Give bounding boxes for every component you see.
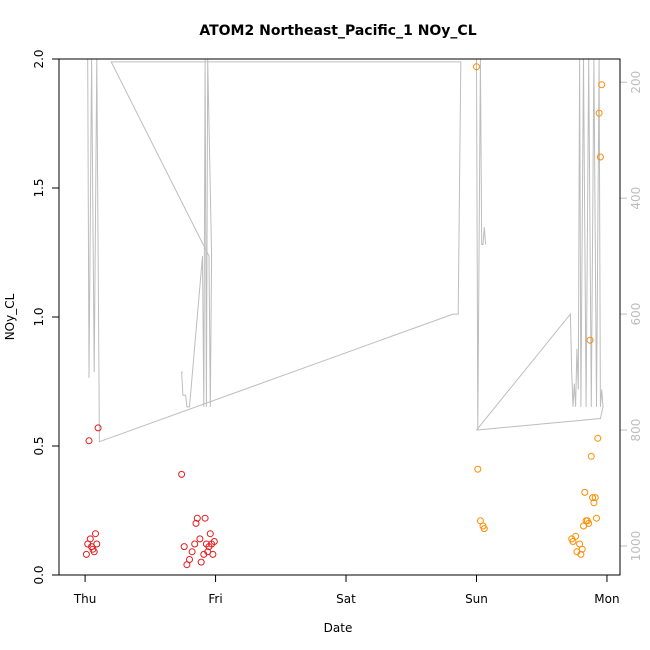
data-point-s1-4 [480, 525, 488, 533]
data-point-s0-8 [93, 540, 101, 548]
y-tick-label-2: 1.0 [32, 307, 46, 326]
altitude-line-0 [83, 59, 462, 443]
data-point-s0-11 [180, 543, 188, 551]
chart-title: ATOM2 Northeast_Pacific_1 NOy_CL [199, 23, 476, 39]
y-axis-label: NOy_CL [3, 293, 17, 340]
x-axis-label: Date [324, 621, 353, 635]
data-point-s1-16 [585, 519, 593, 527]
altitude-line-1 [476, 59, 487, 431]
x-tick-label-4: Mon [594, 592, 619, 606]
y2-tick-label-1: 400 [629, 187, 643, 210]
y-tick-label-1: 0.5 [32, 436, 46, 455]
y-tick-label-3: 1.5 [32, 178, 46, 197]
x-axis: Thu Fri Sat Sun Mon [73, 575, 620, 606]
secondary-y-axis: 200 400 600 800 1000 [620, 71, 643, 562]
data-point-s1-19 [589, 494, 597, 502]
data-point-s1-24 [595, 109, 603, 117]
data-point-s1-22 [593, 514, 600, 522]
data-point-s1-21 [591, 494, 599, 502]
data-point-s1-23 [594, 434, 602, 442]
data-point-s1-11 [578, 545, 586, 553]
data-point-s0-6 [90, 548, 98, 556]
y2-tick-label-0: 200 [629, 71, 643, 94]
data-point-s0-7 [92, 530, 99, 538]
data-point-s0-25 [206, 530, 214, 538]
data-point-s0-2 [85, 437, 93, 445]
altitude-lines [83, 59, 604, 443]
x-tick-label-3: Sun [465, 592, 488, 606]
data-point-s0-17 [193, 514, 201, 522]
data-point-s1-26 [598, 81, 606, 89]
data-point-s1-18 [587, 452, 595, 460]
x-tick-label-1: Fri [208, 592, 222, 606]
data-points [82, 63, 606, 569]
data-point-s0-0 [82, 550, 90, 558]
data-point-s1-0 [473, 63, 480, 71]
data-point-s0-27 [209, 550, 217, 558]
x-tick-label-2: Sat [336, 592, 356, 606]
data-point-s0-10 [178, 470, 186, 478]
altitude-line-2 [476, 59, 604, 431]
data-point-s1-13 [581, 488, 589, 496]
data-point-s1-25 [596, 153, 604, 161]
data-point-s0-28 [210, 538, 218, 545]
data-point-s1-1 [474, 465, 482, 473]
data-point-s1-17 [586, 336, 594, 344]
data-point-s0-14 [188, 548, 196, 556]
y-axis: 0.0 0.5 1.0 1.5 2.0 [32, 49, 59, 585]
data-point-s0-19 [197, 558, 205, 566]
y2-tick-label-4: 1000 [629, 531, 643, 562]
y2-tick-label-2: 600 [629, 303, 643, 326]
y-tick-label-0: 0.0 [32, 565, 46, 584]
data-point-s0-21 [201, 514, 209, 522]
data-point-s0-13 [186, 556, 193, 563]
data-point-s0-15 [191, 540, 199, 548]
data-point-s1-10 [577, 550, 585, 558]
data-point-s0-9 [94, 424, 102, 432]
data-point-s1-7 [572, 532, 580, 540]
data-point-s0-3 [86, 535, 94, 543]
y2-tick-label-3: 800 [629, 419, 643, 442]
y-tick-label-4: 2.0 [32, 49, 46, 68]
plot-frame [58, 58, 621, 576]
data-point-s0-18 [196, 535, 204, 543]
x-tick-label-0: Thu [73, 592, 97, 606]
data-point-s1-20 [590, 499, 598, 507]
data-point-s0-16 [192, 519, 200, 527]
